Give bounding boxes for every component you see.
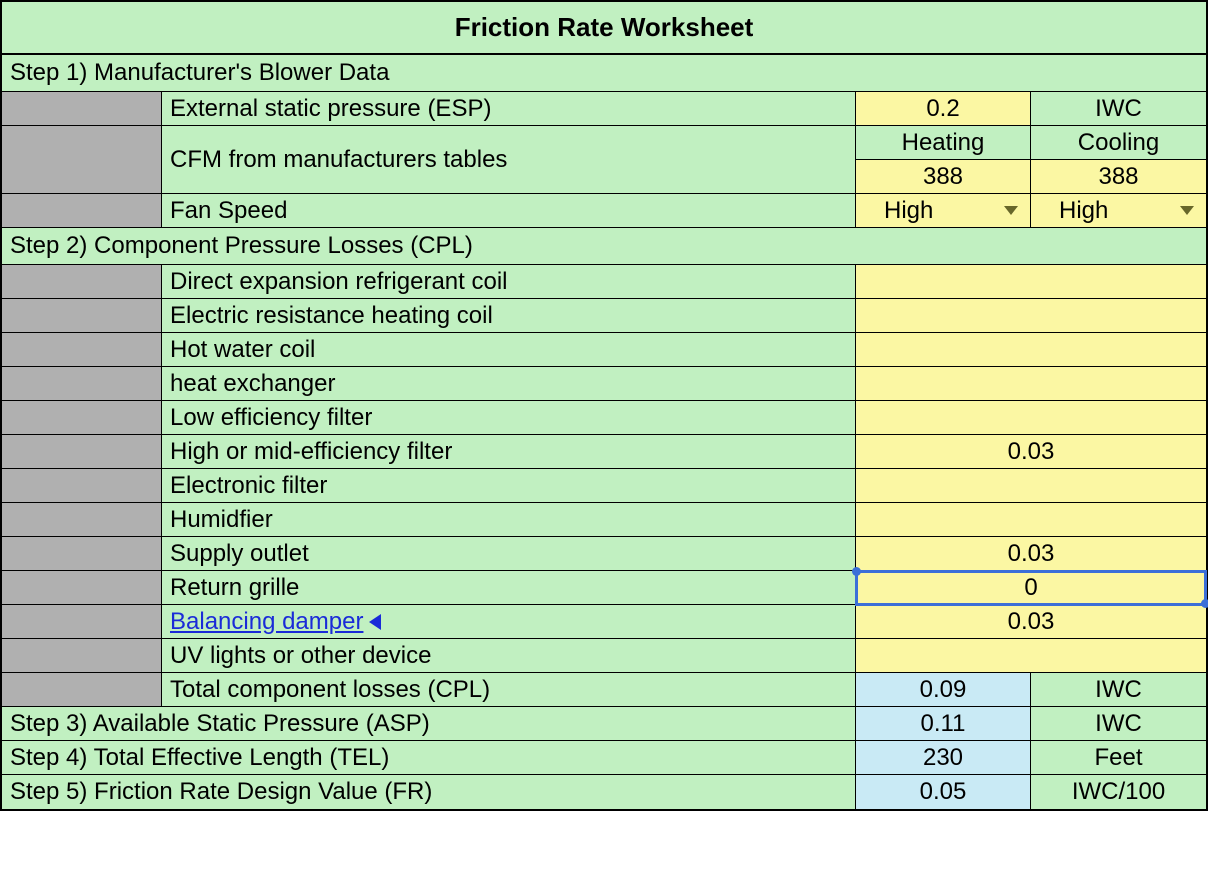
component-label: UV lights or other device [162,639,856,673]
component-value[interactable]: 0 [856,571,1206,605]
balancing-damper-link[interactable]: Balancing damper [170,608,363,636]
component-value[interactable] [856,265,1206,299]
step2-indent [2,265,162,299]
step2-total-indent [2,673,162,707]
component-value[interactable] [856,469,1206,503]
step4-value: 230 [856,741,1031,775]
step2-indent [2,401,162,435]
friction-rate-worksheet: Friction Rate Worksheet Step 1) Manufact… [0,0,1208,811]
component-value[interactable] [856,503,1206,537]
step5-value: 0.05 [856,775,1031,809]
step3-unit: IWC [1031,707,1206,741]
component-value[interactable]: 0.03 [856,537,1206,571]
component-value[interactable] [856,639,1206,673]
cfm-heating-value[interactable]: 388 [856,160,1031,194]
step4-label: Step 4) Total Effective Length (TEL) [2,741,856,775]
component-label: Direct expansion refrigerant coil [162,265,856,299]
left-arrow-icon [369,614,381,630]
esp-label: External static pressure (ESP) [162,92,856,126]
chevron-down-icon [1004,206,1018,215]
component-label: High or mid-efficiency filter [162,435,856,469]
component-label: Hot water coil [162,333,856,367]
cpl-total-unit: IWC [1031,673,1206,707]
selection-handle-icon [1201,599,1208,608]
component-label: heat exchanger [162,367,856,401]
fan-cooling-dropdown[interactable]: High [1031,194,1206,228]
step3-label: Step 3) Available Static Pressure (ASP) [2,707,856,741]
step2-indent [2,299,162,333]
cfm-cooling-value[interactable]: 388 [1031,160,1206,194]
cpl-total-label: Total component losses (CPL) [162,673,856,707]
step1-indent-2 [2,126,162,194]
component-label: Electronic filter [162,469,856,503]
component-value[interactable] [856,367,1206,401]
step2-indent [2,469,162,503]
cfm-label: CFM from manufacturers tables [162,126,856,194]
selection-handle-icon [852,567,861,576]
component-label[interactable]: Balancing damper [162,605,856,639]
worksheet-title: Friction Rate Worksheet [2,2,1206,55]
component-label: Supply outlet [162,537,856,571]
esp-unit: IWC [1031,92,1206,126]
component-label: Return grille [162,571,856,605]
step2-indent [2,435,162,469]
step4-unit: Feet [1031,741,1206,775]
component-value[interactable] [856,333,1206,367]
component-value[interactable] [856,299,1206,333]
component-label: Low efficiency filter [162,401,856,435]
step1-body: External static pressure (ESP) 0.2 IWC C… [2,92,1206,228]
step2-header: Step 2) Component Pressure Losses (CPL) [2,228,1206,265]
chevron-down-icon [1180,206,1194,215]
fan-cooling-value: High [1059,197,1108,225]
step2-indent [2,503,162,537]
fan-heating-dropdown[interactable]: High [856,194,1031,228]
step2-indent [2,367,162,401]
step2-indent [2,605,162,639]
step2-body: Direct expansion refrigerant coilElectri… [2,265,1206,673]
component-value[interactable]: 0.03 [856,605,1206,639]
component-value[interactable] [856,401,1206,435]
step3-value: 0.11 [856,707,1031,741]
fan-label: Fan Speed [162,194,856,228]
step2-indent [2,639,162,673]
step1-indent [2,92,162,126]
esp-value[interactable]: 0.2 [856,92,1031,126]
step2-indent [2,537,162,571]
step5-unit: IWC/100 [1031,775,1206,809]
cfm-heating-label: Heating [856,126,1031,160]
cfm-cooling-label: Cooling [1031,126,1206,160]
step2-indent [2,571,162,605]
cpl-total-value: 0.09 [856,673,1031,707]
step1-header: Step 1) Manufacturer's Blower Data [2,55,1206,92]
component-label: Electric resistance heating coil [162,299,856,333]
step5-label: Step 5) Friction Rate Design Value (FR) [2,775,856,809]
fan-heating-value: High [884,197,933,225]
step2-indent [2,333,162,367]
step1-indent-3 [2,194,162,228]
component-value[interactable]: 0.03 [856,435,1206,469]
component-label: Humidfier [162,503,856,537]
